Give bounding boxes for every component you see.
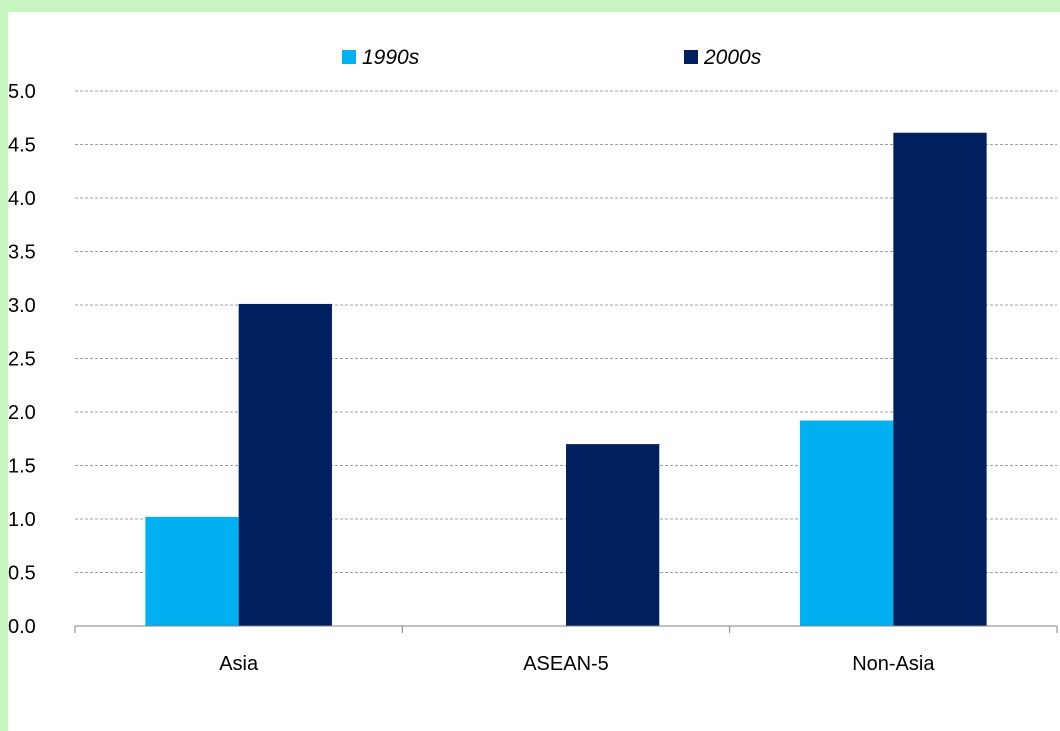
bar-1990s-asia [145, 516, 239, 626]
category-labels: Asia ASEAN-5 Non-Asia [219, 653, 935, 675]
category-label: Non-Asia [852, 653, 935, 675]
bar-1990s-non-asia [800, 420, 894, 626]
y-tick-label: 4.0 [8, 188, 36, 210]
bar-chart: 0.0 0.5 1.0 1.5 2.0 2.5 3.0 3.5 4.0 4.5 5.0 Asia AS… [8, 46, 1058, 675]
legend-swatch-2000s [684, 50, 698, 64]
x-axis [74, 625, 1058, 633]
y-tick-label: 0.0 [8, 616, 36, 638]
y-axis-tick-labels: 0.0 0.5 1.0 1.5 2.0 2.5 3.0 3.5 4.0 4.5 5.0 [8, 81, 36, 638]
legend-label-1990s: 1990s [362, 46, 420, 69]
legend-label-2000s: 2000s [703, 46, 762, 69]
y-tick-label: 3.5 [8, 242, 36, 264]
bar-2000s-non-asia [893, 132, 987, 626]
y-tick-label: 2.5 [8, 349, 36, 371]
y-tick-label: 1.0 [8, 509, 36, 531]
bar-2000s-asia [238, 303, 332, 626]
y-tick-label: 3.0 [8, 295, 36, 317]
bar-2000s-asean-5 [566, 444, 660, 626]
bars [145, 132, 987, 626]
y-tick-label: 1.5 [8, 456, 36, 478]
category-label: ASEAN-5 [523, 653, 609, 675]
legend: 1990s 2000s [342, 46, 762, 69]
y-tick-label: 0.5 [8, 563, 36, 585]
legend-swatch-1990s [342, 50, 356, 64]
y-tick-label: 4.5 [8, 135, 36, 157]
y-tick-label: 5.0 [8, 81, 36, 103]
chart-panel: 0.0 0.5 1.0 1.5 2.0 2.5 3.0 3.5 4.0 4.5 5.0 Asia AS… [8, 12, 1060, 731]
y-tick-label: 2.0 [8, 402, 36, 424]
category-label: Asia [219, 653, 259, 675]
